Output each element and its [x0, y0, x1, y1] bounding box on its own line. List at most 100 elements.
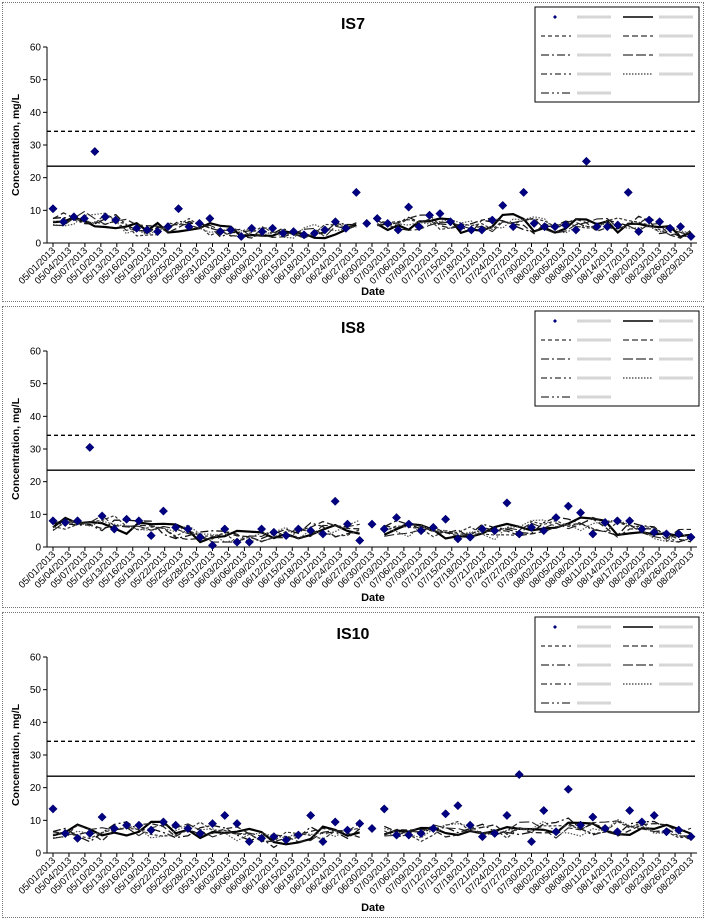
y-tick-label: 0 [35, 849, 41, 860]
data-point [226, 225, 236, 235]
data-point [236, 231, 246, 242]
legend-label-blur [659, 663, 693, 667]
y-tick-label: 20 [30, 783, 42, 794]
data-point [215, 227, 225, 237]
data-point [318, 837, 328, 847]
legend [534, 616, 700, 713]
data-point [612, 827, 622, 837]
data-point [244, 537, 254, 547]
data-point [551, 827, 561, 837]
data-point [428, 522, 438, 532]
data-point [97, 812, 107, 822]
y-tick-label: 10 [30, 816, 42, 827]
data-point [674, 529, 684, 539]
data-point [257, 524, 267, 534]
data-point [134, 516, 144, 526]
data-point [477, 524, 487, 534]
data-point [625, 805, 635, 816]
x-axis-label: Date [361, 286, 385, 298]
data-point [330, 217, 340, 227]
y-tick-label: 30 [30, 445, 42, 456]
data-point [644, 215, 654, 225]
data-point [498, 200, 508, 210]
y-tick-label: 50 [30, 685, 42, 696]
data-point [502, 810, 512, 820]
data-point [379, 524, 389, 534]
data-point [435, 209, 445, 219]
data-point [79, 213, 89, 224]
data-point [100, 212, 110, 222]
data-point [661, 827, 672, 837]
data-point [289, 227, 299, 237]
data-point [146, 825, 156, 835]
data-point [122, 514, 132, 524]
data-point [613, 220, 623, 230]
legend-label-blur [659, 53, 693, 57]
data-point [281, 835, 291, 845]
y-tick-label: 0 [35, 239, 41, 250]
data-point [655, 217, 665, 227]
y-axis-label: Concentration, mg/L [10, 93, 22, 196]
legend-marker [553, 15, 557, 19]
y-tick-label: 60 [30, 347, 42, 358]
data-point [490, 526, 500, 536]
data-point [465, 820, 475, 830]
legend-label-blur [577, 338, 611, 342]
data-point [563, 784, 573, 794]
data-point [526, 837, 537, 847]
data-point [48, 204, 58, 214]
data-point [588, 812, 598, 822]
chart-title: IS10 [337, 626, 370, 643]
data-point [184, 222, 194, 232]
data-point [247, 223, 257, 233]
data-point [519, 187, 529, 197]
legend-label-blur [577, 72, 611, 76]
y-tick-label: 20 [30, 173, 42, 184]
data-point [293, 830, 303, 840]
data-point [508, 222, 518, 232]
legend-label-blur [659, 338, 693, 342]
legend-label-blur [577, 395, 611, 399]
data-point [341, 223, 351, 233]
data-point [560, 220, 571, 230]
data-point [465, 532, 475, 542]
data-point [529, 218, 539, 228]
legend-label-blur [659, 682, 693, 686]
data-point [205, 213, 215, 224]
data-point [342, 825, 353, 835]
model-series-line [52, 820, 692, 843]
data-point [487, 215, 497, 225]
y-tick-label: 10 [30, 510, 42, 521]
data-point [514, 529, 524, 539]
data-point [477, 832, 487, 842]
model-series-line [52, 822, 692, 843]
data-point [207, 540, 218, 550]
data-point [372, 213, 382, 224]
data-point [649, 810, 659, 820]
legend-marker [553, 319, 557, 323]
data-point [268, 223, 278, 233]
data-point [257, 833, 267, 843]
legend-label-blur [577, 682, 611, 686]
legend-label-blur [577, 319, 611, 323]
legend-label-blur [577, 701, 611, 705]
data-point [142, 225, 152, 235]
data-point [220, 524, 230, 534]
data-point [526, 522, 537, 532]
data-point [171, 820, 181, 830]
legend-label-blur [659, 644, 693, 648]
y-tick-label: 40 [30, 412, 42, 423]
model-series-line [52, 210, 692, 238]
data-point [134, 820, 144, 830]
data-point [320, 225, 330, 235]
legend-label-blur [659, 34, 693, 38]
data-point [404, 830, 414, 840]
data-point [416, 828, 426, 838]
data-point [602, 222, 612, 232]
data-point [661, 529, 672, 539]
data-point [592, 222, 602, 232]
data-point [330, 817, 340, 827]
data-point [393, 225, 403, 235]
data-point [122, 820, 132, 830]
